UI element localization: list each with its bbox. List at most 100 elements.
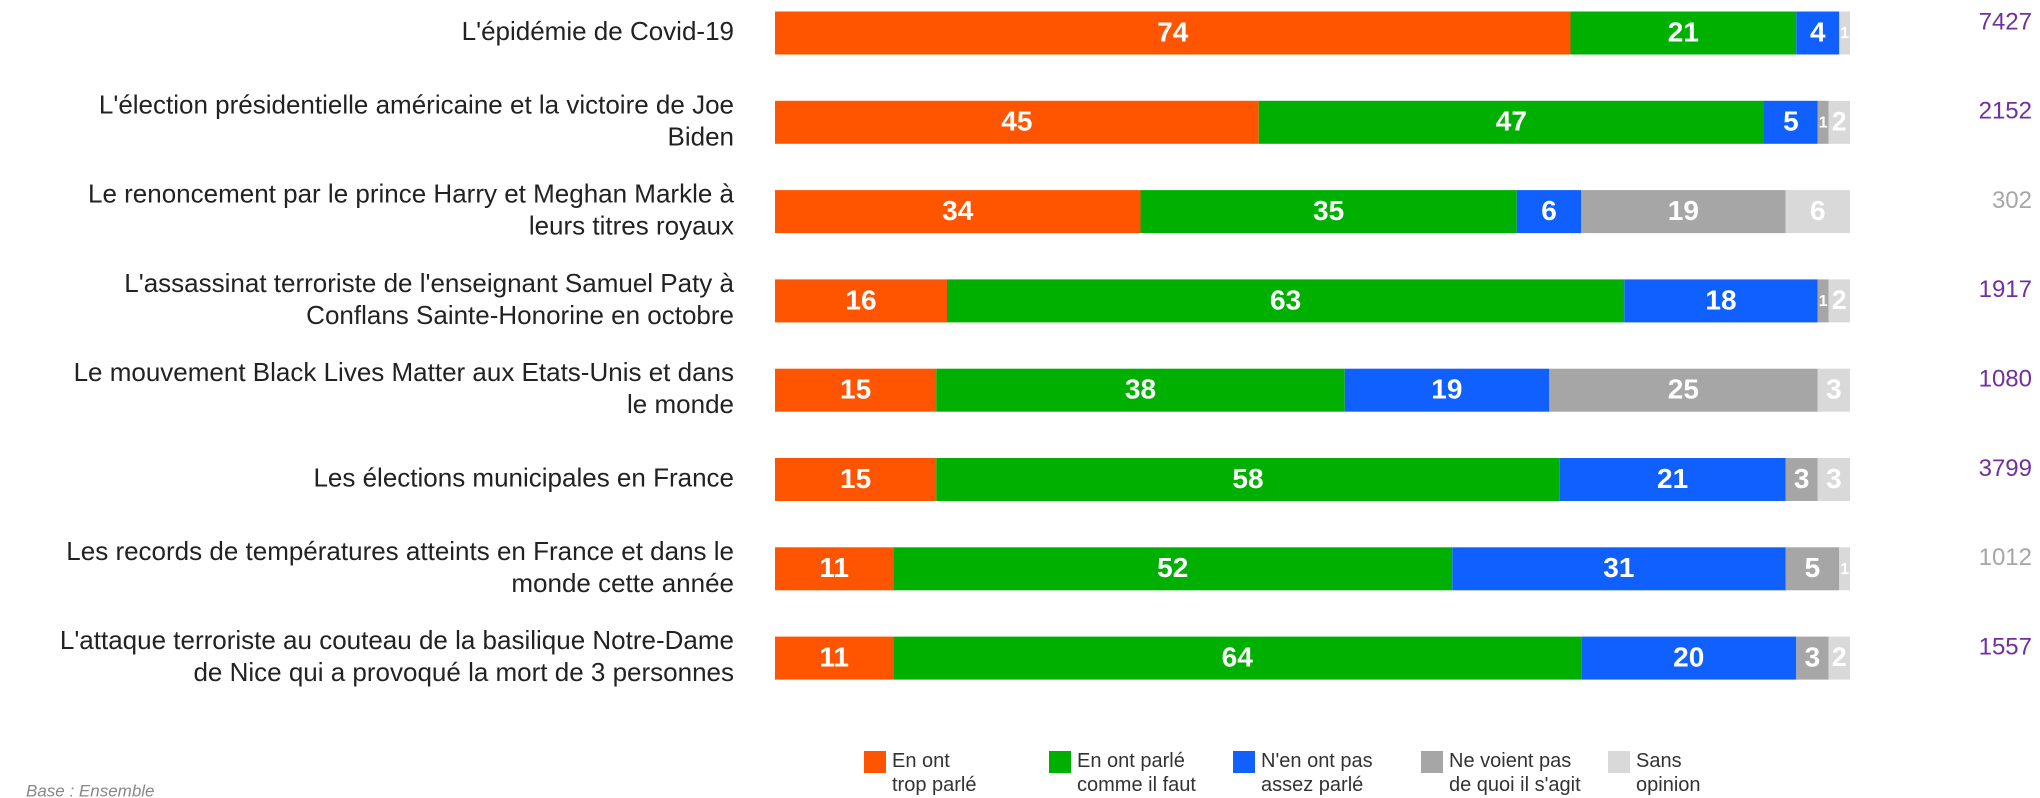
category-label: L'attaque terroriste au couteau de la ba…	[60, 625, 734, 687]
value-label: 2	[1832, 106, 1847, 136]
value-label: 4	[1810, 16, 1826, 47]
legend-swatch	[1421, 751, 1443, 773]
bar-segment	[1817, 458, 1850, 501]
value-label: 1	[1819, 114, 1828, 131]
value-label: 35	[1313, 195, 1344, 226]
bar-segment	[1516, 190, 1582, 234]
value-label: 15	[840, 463, 871, 494]
value-label: 18	[1705, 284, 1736, 315]
value-label: 38	[1125, 374, 1156, 405]
category-label: L'élection présidentielle américaine et …	[99, 89, 734, 151]
value-label: 6	[1810, 195, 1826, 226]
legend-swatch	[1608, 751, 1630, 773]
count-label: 1080	[1979, 366, 2032, 393]
value-label: 64	[1222, 641, 1254, 672]
bar-segment	[1828, 636, 1850, 680]
bar-segment	[775, 11, 1571, 55]
bar-segment	[1764, 100, 1818, 144]
value-label: 25	[1668, 374, 1699, 405]
category-label: L'épidémie de Covid-19	[462, 16, 734, 46]
legend-label: N'en ont pas assez parlé	[1261, 750, 1373, 796]
category-label: Le mouvement Black Lives Matter aux Etat…	[74, 357, 734, 419]
bar-segment	[893, 547, 1453, 591]
bar-segment	[1796, 636, 1829, 680]
count-label: 1917	[1979, 276, 2032, 303]
value-label: 19	[1668, 195, 1699, 226]
bar-segment	[1559, 458, 1786, 501]
value-label: 20	[1673, 641, 1704, 672]
bar-segment	[1839, 11, 1850, 55]
bar-segment	[775, 547, 894, 591]
bar-segment	[1258, 100, 1764, 144]
bar-segment	[775, 100, 1259, 144]
count-label: 1012	[1979, 544, 2032, 571]
bar-segment	[1344, 368, 1549, 412]
count-label: 2152	[1979, 98, 2032, 125]
bar-segment	[775, 279, 947, 323]
bar-segment	[1549, 368, 1818, 412]
bar-segment	[1581, 636, 1797, 680]
count-label: 1557	[1979, 633, 2032, 660]
value-label: 58	[1232, 463, 1263, 494]
bar-segment	[1581, 190, 1786, 234]
bar-segment	[936, 368, 1345, 412]
legend-label: Ne voient pas de quoi il s'agit	[1449, 750, 1581, 796]
bar-segment	[775, 636, 894, 680]
bar-segment	[1828, 100, 1850, 144]
bar-segment	[1140, 190, 1517, 234]
legend-label: En ont parlé comme il faut	[1077, 750, 1196, 796]
value-label: 11	[819, 641, 849, 672]
bar-segment	[1570, 11, 1797, 55]
count-label: 302	[1992, 187, 2032, 214]
legend-swatch	[1049, 751, 1071, 773]
bar-segment	[1817, 368, 1850, 412]
value-label: 3	[1794, 463, 1810, 494]
bar-segment	[1839, 547, 1850, 591]
count-label: 7427	[1979, 8, 2032, 35]
bar-segment	[1828, 279, 1850, 323]
bar-segment	[1785, 458, 1818, 501]
legend-swatch	[864, 751, 886, 773]
bar-segment	[1624, 279, 1818, 323]
value-label: 5	[1783, 106, 1799, 137]
bar-segment	[1785, 190, 1850, 234]
value-label: 3	[1805, 641, 1821, 672]
bar-segment	[1817, 279, 1829, 323]
bar-segment	[947, 279, 1625, 323]
category-label: Les élections municipales en France	[313, 462, 734, 492]
legend-label: En ont trop parlé	[892, 750, 977, 796]
value-label: 31	[1603, 552, 1634, 583]
bar-segment	[1785, 547, 1840, 591]
value-label: 19	[1431, 374, 1462, 405]
value-label: 52	[1157, 552, 1188, 583]
value-label: 21	[1668, 16, 1699, 47]
value-label: 6	[1541, 195, 1557, 226]
value-label: 3	[1826, 374, 1842, 405]
legend-label: Sans opinion	[1636, 750, 1701, 796]
category-label: Le renoncement par le prince Harry et Me…	[88, 178, 735, 240]
value-label: 11	[819, 552, 849, 583]
value-label: 21	[1657, 463, 1688, 494]
category-label: Les records de températures atteints en …	[66, 536, 734, 598]
count-label: 3799	[1979, 455, 2032, 482]
value-label: 5	[1805, 552, 1821, 583]
bar-segment	[1796, 11, 1840, 55]
bar-segment	[893, 636, 1582, 680]
bar-segment	[1817, 100, 1829, 144]
value-label: 2	[1832, 642, 1847, 672]
value-label: 45	[1001, 106, 1032, 137]
bar-segment	[775, 190, 1141, 234]
value-label: 74	[1157, 16, 1189, 47]
category-label: L'assassinat terroriste de l'enseignant …	[124, 268, 734, 330]
value-label: 63	[1270, 284, 1301, 315]
value-label: 1	[1819, 293, 1828, 310]
value-label: 3	[1826, 463, 1842, 494]
bar-segment	[775, 368, 937, 412]
value-label: 15	[840, 374, 871, 405]
value-label: 34	[942, 195, 974, 226]
bar-segment	[1452, 547, 1786, 591]
legend-swatch	[1233, 751, 1255, 773]
bar-segment	[936, 458, 1560, 501]
note: Base : Ensemble	[26, 781, 155, 798]
